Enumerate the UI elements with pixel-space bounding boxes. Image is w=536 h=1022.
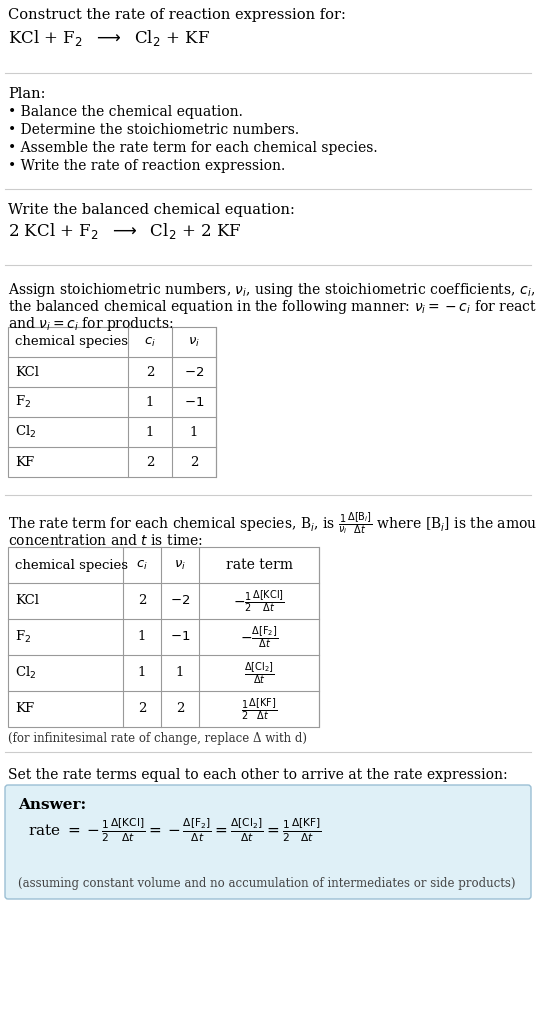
- Text: $-2$: $-2$: [184, 366, 204, 378]
- Text: the balanced chemical equation in the following manner: $\nu_i = -c_i$ for react: the balanced chemical equation in the fo…: [8, 298, 536, 316]
- Text: • Write the rate of reaction expression.: • Write the rate of reaction expression.: [8, 159, 285, 173]
- Text: rate term: rate term: [226, 558, 293, 572]
- Text: 2: 2: [146, 366, 154, 378]
- Text: Cl$_2$: Cl$_2$: [15, 665, 36, 681]
- Text: 1: 1: [190, 425, 198, 438]
- Text: Construct the rate of reaction expression for:: Construct the rate of reaction expressio…: [8, 8, 346, 22]
- Text: The rate term for each chemical species, B$_i$, is $\frac{1}{\nu_i}\frac{\Delta[: The rate term for each chemical species,…: [8, 511, 536, 537]
- Text: 1: 1: [146, 396, 154, 409]
- Text: $-\frac{1}{2}\frac{\Delta[\mathrm{KCl}]}{\Delta t}$: $-\frac{1}{2}\frac{\Delta[\mathrm{KCl}]}…: [233, 588, 285, 614]
- Text: F$_2$: F$_2$: [15, 629, 31, 645]
- Text: and $\nu_i = c_i$ for products:: and $\nu_i = c_i$ for products:: [8, 315, 174, 333]
- Text: • Assemble the rate term for each chemical species.: • Assemble the rate term for each chemic…: [8, 141, 378, 155]
- Text: concentration and $t$ is time:: concentration and $t$ is time:: [8, 533, 203, 548]
- Text: chemical species: chemical species: [15, 558, 128, 571]
- Text: 2 KCl + F$_2$  $\longrightarrow$  Cl$_2$ + 2 KF: 2 KCl + F$_2$ $\longrightarrow$ Cl$_2$ +…: [8, 221, 242, 241]
- FancyBboxPatch shape: [5, 785, 531, 899]
- Text: KF: KF: [15, 456, 34, 468]
- Text: $\nu_i$: $\nu_i$: [174, 558, 186, 571]
- Text: $\nu_i$: $\nu_i$: [188, 335, 200, 349]
- Text: $-1$: $-1$: [170, 631, 190, 644]
- Text: 1: 1: [176, 666, 184, 680]
- Text: 2: 2: [138, 595, 146, 607]
- Text: KCl: KCl: [15, 366, 39, 378]
- Text: 2: 2: [190, 456, 198, 468]
- Text: $\frac{1}{2}\frac{\Delta[\mathrm{KF}]}{\Delta t}$: $\frac{1}{2}\frac{\Delta[\mathrm{KF}]}{\…: [241, 696, 277, 722]
- Text: Set the rate terms equal to each other to arrive at the rate expression:: Set the rate terms equal to each other t…: [8, 768, 508, 782]
- Text: KCl: KCl: [15, 595, 39, 607]
- Text: • Determine the stoichiometric numbers.: • Determine the stoichiometric numbers.: [8, 123, 299, 137]
- Text: • Balance the chemical equation.: • Balance the chemical equation.: [8, 105, 243, 119]
- Text: (assuming constant volume and no accumulation of intermediates or side products): (assuming constant volume and no accumul…: [18, 878, 516, 890]
- Text: $-\frac{\Delta[\mathrm{F}_2]}{\Delta t}$: $-\frac{\Delta[\mathrm{F}_2]}{\Delta t}$: [240, 624, 278, 650]
- Text: Plan:: Plan:: [8, 87, 46, 101]
- Text: $\frac{\Delta[\mathrm{Cl}_2]}{\Delta t}$: $\frac{\Delta[\mathrm{Cl}_2]}{\Delta t}$: [244, 660, 274, 686]
- Text: 1: 1: [138, 666, 146, 680]
- Text: 2: 2: [176, 702, 184, 715]
- Text: 1: 1: [138, 631, 146, 644]
- Text: $c_i$: $c_i$: [136, 558, 148, 571]
- Text: (for infinitesimal rate of change, replace Δ with d): (for infinitesimal rate of change, repla…: [8, 732, 307, 745]
- Text: $c_i$: $c_i$: [144, 335, 156, 349]
- Text: KF: KF: [15, 702, 34, 715]
- Text: rate $= -\frac{1}{2}\frac{\Delta[\mathrm{KCl}]}{\Delta t} = -\frac{\Delta[\mathr: rate $= -\frac{1}{2}\frac{\Delta[\mathrm…: [28, 817, 322, 844]
- Text: F$_2$: F$_2$: [15, 393, 31, 410]
- Text: $-1$: $-1$: [184, 396, 204, 409]
- Text: 2: 2: [146, 456, 154, 468]
- Text: Cl$_2$: Cl$_2$: [15, 424, 36, 440]
- Text: chemical species: chemical species: [15, 335, 128, 349]
- Text: Write the balanced chemical equation:: Write the balanced chemical equation:: [8, 203, 295, 217]
- Text: $-2$: $-2$: [170, 595, 190, 607]
- Bar: [8, 547, 319, 727]
- Text: 1: 1: [146, 425, 154, 438]
- Text: 2: 2: [138, 702, 146, 715]
- Text: KCl + F$_2$  $\longrightarrow$  Cl$_2$ + KF: KCl + F$_2$ $\longrightarrow$ Cl$_2$ + K…: [8, 28, 210, 48]
- Bar: [8, 327, 216, 477]
- Text: Assign stoichiometric numbers, $\nu_i$, using the stoichiometric coefficients, $: Assign stoichiometric numbers, $\nu_i$, …: [8, 281, 536, 299]
- Text: Answer:: Answer:: [18, 798, 86, 812]
